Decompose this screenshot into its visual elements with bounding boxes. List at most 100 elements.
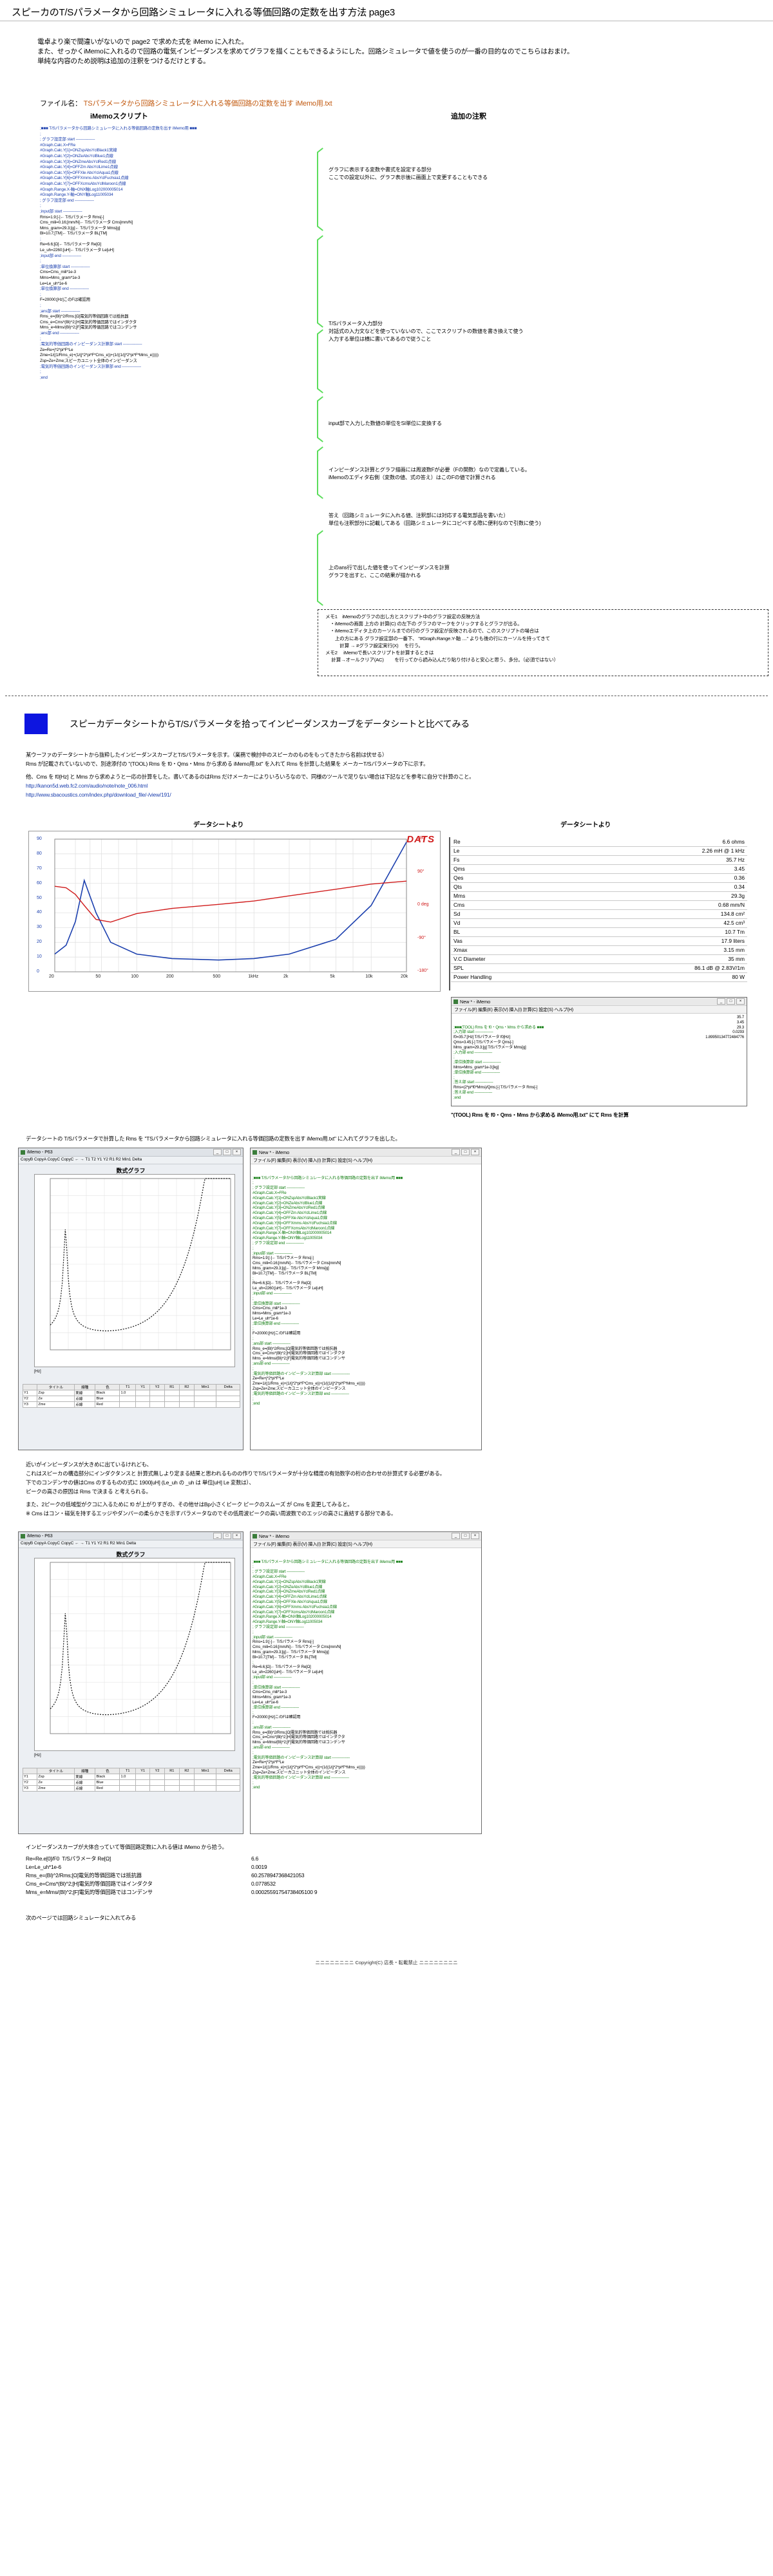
fg2-titlebar[interactable]: iMemo - P63 _ □ × [19,1532,243,1540]
table-cell[interactable] [164,1401,180,1408]
imemo-mid-controls[interactable]: _ □ × [452,1149,479,1155]
table-cell[interactable]: 点線 [74,1785,96,1792]
imemo-tool-menubar[interactable]: ファイル(F) 編集(E) 表示(V) 挿入(I) 計算(C) 設定(S) ヘル… [452,1006,747,1014]
table-cell[interactable] [216,1396,240,1402]
minimize-button[interactable]: _ [452,1149,460,1155]
table-cell[interactable] [119,1785,136,1792]
table-cell[interactable] [164,1774,180,1780]
table-cell[interactable] [119,1396,136,1402]
table-cell[interactable] [178,1774,195,1780]
minimize-button[interactable]: _ [452,1533,460,1539]
table-cell[interactable] [178,1785,195,1792]
table-cell[interactable]: Ze [37,1396,75,1402]
table-cell[interactable] [193,1774,217,1780]
table-cell[interactable] [135,1401,151,1408]
table-cell[interactable]: Y3 [22,1401,38,1408]
table-cell[interactable]: Red [95,1785,120,1792]
table-cell[interactable] [164,1396,180,1402]
table-cell[interactable]: Y2 [22,1396,38,1402]
imemo-tool-titlebar[interactable]: New * - iMemo _ □ × [452,998,747,1006]
fg1-toolbar[interactable]: CopyB CopyA CopyC CopyC ← → T1 T2 Y1 Y2 … [19,1157,243,1164]
imemo-bot-controls[interactable]: _ □ × [452,1533,479,1539]
fg1-data-table[interactable]: タイトル 線種色 T1 Y1 Y2 R1 R2 Min1 Delta Y1 Zsp 実線 Black 1.… [22,1384,240,1408]
maximize-button[interactable]: □ [223,1533,231,1539]
table-cell[interactable] [135,1390,151,1396]
table-cell[interactable] [216,1390,240,1396]
fg1-titlebar[interactable]: iMemo - P63 _ □ × [19,1148,243,1157]
imemo-mid-menubar[interactable]: ファイル(F) 編集(E) 表示(V) 挿入(I) 計算(C) 設定(S) ヘル… [251,1157,481,1164]
table-cell[interactable]: 1.0 [119,1774,136,1780]
table-row[interactable]: Y3 Zme 点線 Red [22,1785,240,1792]
table-cell[interactable]: Black [95,1774,120,1780]
table-cell[interactable] [149,1390,165,1396]
table-row[interactable]: Y1 Zsp 実線 Black 1.0 [22,1390,240,1396]
table-cell[interactable]: Red [95,1401,120,1408]
table-cell[interactable] [149,1396,165,1402]
fg2-window-controls[interactable]: _ □ × [213,1533,241,1539]
close-button[interactable]: × [736,998,745,1005]
window-controls[interactable]: _ □ × [717,998,745,1005]
table-cell[interactable] [216,1785,240,1792]
table-cell[interactable] [178,1390,195,1396]
close-button[interactable]: × [233,1149,241,1155]
table-cell[interactable]: Black [95,1390,120,1396]
table-row[interactable]: Y2 Ze 点線 Blue [22,1779,240,1786]
table-cell[interactable] [164,1785,180,1792]
table-cell[interactable] [135,1779,151,1786]
close-button[interactable]: × [471,1533,479,1539]
table-cell[interactable]: Zme [37,1785,75,1792]
table-cell[interactable]: Zsp [37,1390,75,1396]
table-row[interactable]: Y2 Ze 点線 Blue [22,1396,240,1402]
table-cell[interactable]: Y1 [22,1390,38,1396]
table-cell[interactable] [216,1774,240,1780]
table-cell[interactable] [216,1779,240,1786]
table-cell[interactable]: 実線 [74,1390,96,1396]
minimize-button[interactable]: _ [213,1149,222,1155]
section2-link-2[interactable]: http://www.sbacoustics.com/index.php/dow… [26,791,171,799]
maximize-button[interactable]: □ [461,1533,470,1539]
formula-graph-window-1[interactable]: iMemo - P63 _ □ × CopyB CopyA CopyC Copy… [18,1148,243,1450]
table-cell[interactable] [164,1390,180,1396]
table-cell[interactable]: Zsp [37,1774,75,1780]
table-cell[interactable] [149,1779,165,1786]
table-cell[interactable] [178,1779,195,1786]
table-cell[interactable]: Y3 [22,1785,38,1792]
table-cell[interactable] [193,1401,217,1408]
maximize-button[interactable]: □ [461,1149,470,1155]
table-cell[interactable]: Zme [37,1401,75,1408]
close-button[interactable]: × [233,1533,241,1539]
table-cell[interactable] [164,1779,180,1786]
table-cell[interactable]: Blue [95,1779,120,1786]
table-cell[interactable] [135,1774,151,1780]
table-cell[interactable] [193,1779,217,1786]
table-row[interactable]: Y3 Zme 点線 Red [22,1401,240,1408]
imemo-bot-menubar[interactable]: ファイル(F) 編集(E) 表示(V) 挿入(I) 計算(C) 設定(S) ヘル… [251,1540,481,1548]
table-cell[interactable] [193,1785,217,1792]
minimize-button[interactable]: _ [717,998,725,1005]
table-cell[interactable] [178,1401,195,1408]
imemo-tool-window[interactable]: New * - iMemo _ □ × ファイル(F) 編集(E) 表示(V) … [451,997,747,1106]
table-cell[interactable]: Y1 [22,1774,38,1780]
table-cell[interactable] [193,1390,217,1396]
fg2-data-table[interactable]: タイトル 線種色 T1 Y1 Y2 R1 R2 Min1 Delta Y1 Zsp 実線 Black 1.… [22,1768,240,1792]
link-kanon5d[interactable]: http://kanon5d.web.fc2.com/audio/note/no… [26,782,148,789]
table-cell[interactable] [149,1401,165,1408]
section2-link-1[interactable]: http://kanon5d.web.fc2.com/audio/note/no… [26,782,148,790]
table-cell[interactable]: 点線 [74,1779,96,1786]
table-cell[interactable] [135,1396,151,1402]
imemo-mid-editor[interactable]: ;■■■ T/Sパラメータから回路シミュレータに入れる等価回路の定数を出す iM… [251,1164,481,1450]
table-cell[interactable] [216,1401,240,1408]
maximize-button[interactable]: □ [223,1149,231,1155]
formula-graph-window-2[interactable]: iMemo - P63 _ □ × CopyB CopyA CopyC Copy… [18,1531,243,1834]
table-cell[interactable] [149,1785,165,1792]
table-cell[interactable] [193,1396,217,1402]
fg1-window-controls[interactable]: _ □ × [213,1149,241,1155]
imemo-window-bottom[interactable]: New * - iMemo _ □ × ファイル(F) 編集(E) 表示(V) … [250,1531,482,1834]
table-cell[interactable]: 点線 [74,1396,96,1402]
table-cell[interactable] [119,1779,136,1786]
table-cell[interactable]: 実線 [74,1774,96,1780]
close-button[interactable]: × [471,1149,479,1155]
imemo-window-middle[interactable]: New * - iMemo _ □ × ファイル(F) 編集(E) 表示(V) … [250,1148,482,1450]
table-cell[interactable] [149,1774,165,1780]
imemo-tool-editor[interactable]: ;■■■(TOOL) Rms を f0・Qms・Mms から求める ■■■ ;入力… [452,1014,747,1106]
